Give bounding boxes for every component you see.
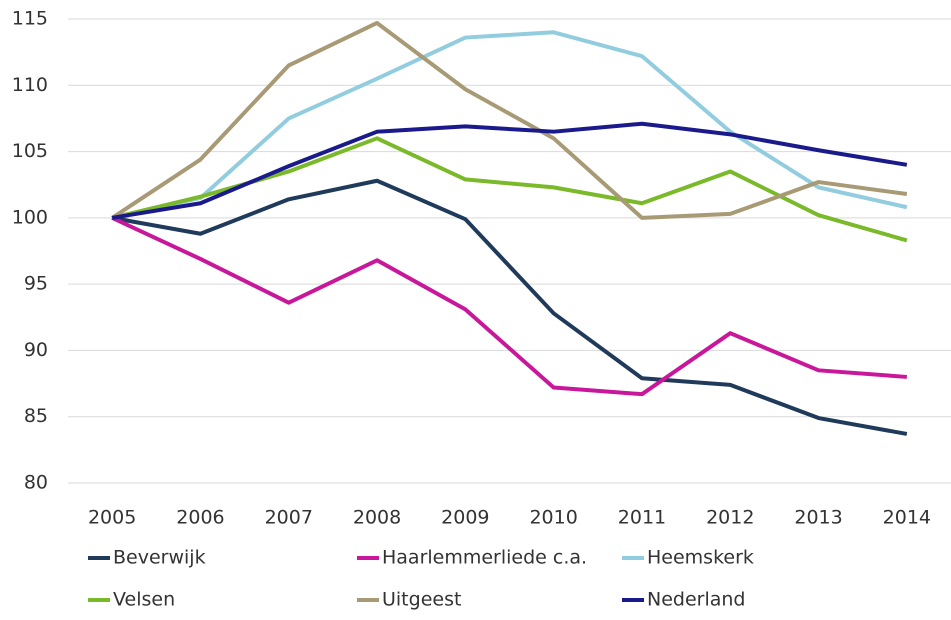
y-tick-label: 95: [24, 273, 48, 295]
series-line: [111, 20, 908, 220]
legend-label: Uitgeest: [382, 589, 461, 611]
x-tick-label: 2013: [794, 507, 842, 529]
series-line: [111, 178, 908, 436]
x-tick-label: 2012: [706, 507, 754, 529]
x-tick-label: 2011: [618, 507, 666, 529]
x-tick-label: 2007: [265, 507, 313, 529]
legend-label: Heemskerk: [647, 547, 754, 569]
legend-label: Beverwijk: [113, 547, 206, 569]
series-line: [111, 30, 908, 220]
y-tick-label: 105: [12, 140, 48, 162]
x-tick-label: 2014: [883, 507, 931, 529]
y-tick-label: 80: [24, 472, 48, 494]
x-tick-label: 2009: [441, 507, 489, 529]
legend-label: Haarlemmerliede c.a.: [382, 547, 587, 569]
y-tick-label: 110: [12, 74, 48, 96]
x-tick-label: 2010: [529, 507, 577, 529]
legend-label: Nederland: [647, 589, 746, 611]
legend-label: Velsen: [113, 589, 175, 611]
y-tick-label: 85: [24, 405, 48, 427]
x-tick-label: 2005: [88, 507, 136, 529]
y-tick-label: 115: [12, 8, 48, 30]
x-tick-label: 2006: [176, 507, 224, 529]
y-tick-label: 90: [24, 339, 48, 361]
series-line: [111, 216, 907, 397]
series-line: [111, 121, 908, 220]
y-tick-label: 100: [12, 206, 48, 228]
x-tick-label: 2008: [353, 507, 401, 529]
